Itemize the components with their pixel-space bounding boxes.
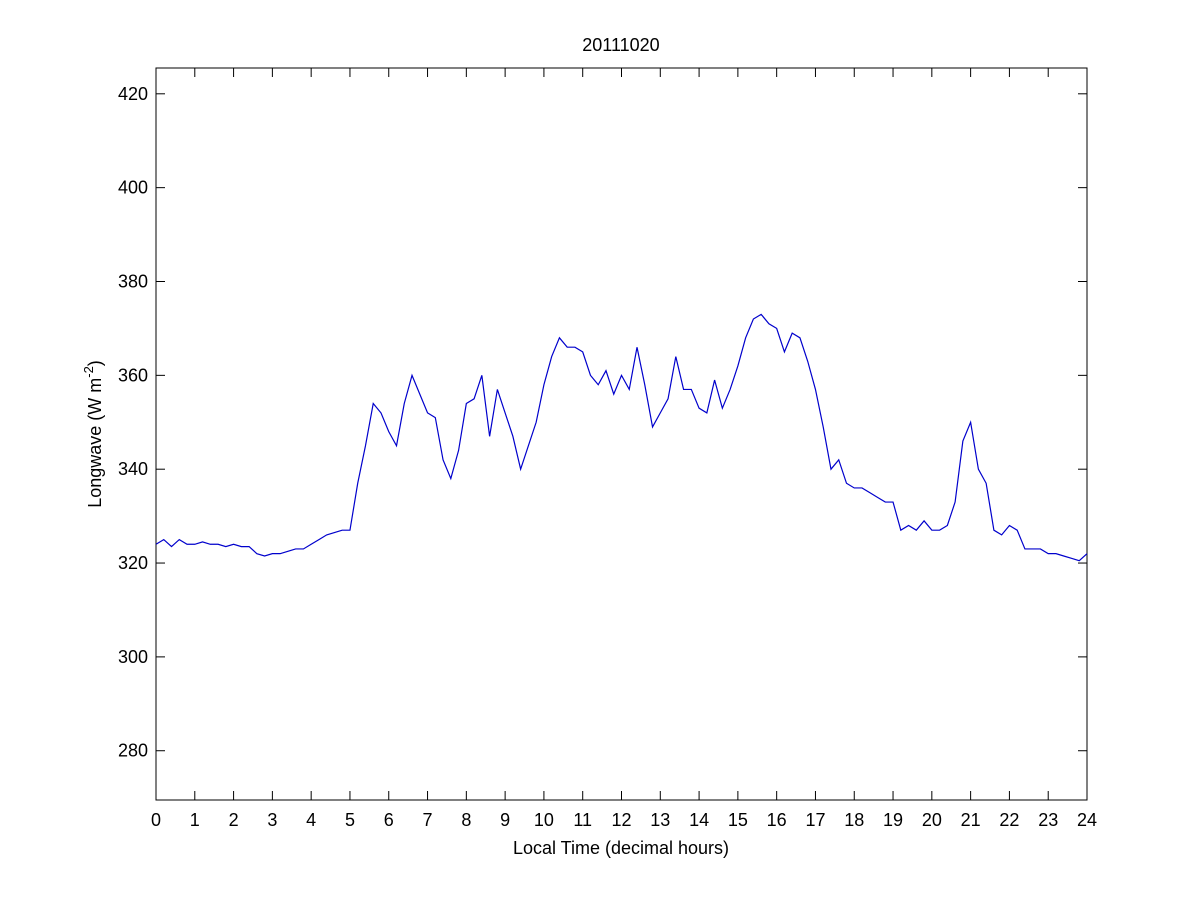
- y-tick-label: 380: [118, 272, 148, 292]
- y-tick-label: 300: [118, 647, 148, 667]
- x-tick-label: 23: [1038, 810, 1058, 830]
- data-line: [155, 313, 1088, 562]
- y-tick-label: 420: [118, 84, 148, 104]
- y-label-end: ): [85, 360, 105, 366]
- y-label-sup: -2: [81, 366, 96, 378]
- x-tick-label: 9: [500, 810, 510, 830]
- x-tick-label: 15: [728, 810, 748, 830]
- y-tick-label: 340: [118, 459, 148, 479]
- x-tick-label: 22: [999, 810, 1019, 830]
- x-tick-label: 4: [306, 810, 316, 830]
- axes-box: [155, 67, 1088, 801]
- y-tick-label: 320: [118, 553, 148, 573]
- x-tick-label: 20: [922, 810, 942, 830]
- x-tick-label: 2: [229, 810, 239, 830]
- x-tick-label: 0: [151, 810, 161, 830]
- y-axis-label: Longwave (W m-2): [81, 360, 105, 508]
- y-tick-label: 400: [118, 178, 148, 198]
- x-tick-label: 8: [461, 810, 471, 830]
- x-tick-label: 19: [883, 810, 903, 830]
- y-label-text: Longwave (W m: [85, 378, 105, 508]
- x-tick-label: 12: [611, 810, 631, 830]
- x-tick-label: 10: [534, 810, 554, 830]
- x-tick-label: 7: [423, 810, 433, 830]
- x-tick-label: 11: [573, 810, 592, 830]
- x-tick-label: 5: [345, 810, 355, 830]
- x-tick-label: 21: [961, 810, 981, 830]
- x-tick-label: 1: [190, 810, 200, 830]
- x-tick-label: 18: [844, 810, 864, 830]
- x-tick-label: 17: [805, 810, 825, 830]
- y-tick-label: 280: [118, 741, 148, 761]
- x-axis-label: Local Time (decimal hours): [513, 838, 729, 858]
- chart-title: 20111020: [582, 35, 659, 55]
- x-tick-label: 13: [650, 810, 670, 830]
- x-tick-label: 14: [689, 810, 709, 830]
- x-tick-label: 24: [1077, 810, 1097, 830]
- x-tick-label: 6: [384, 810, 394, 830]
- x-tick-label: 16: [767, 810, 787, 830]
- x-tick-label: 3: [267, 810, 277, 830]
- y-tick-label: 360: [118, 365, 148, 385]
